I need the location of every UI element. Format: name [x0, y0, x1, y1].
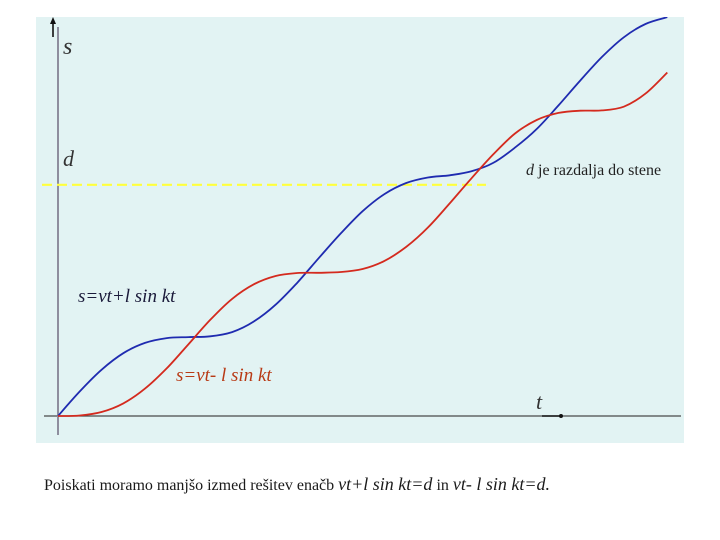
plot-area: [42, 17, 681, 435]
s-axis-label: s: [63, 34, 73, 60]
d-note-text: je razdalja do stene: [534, 162, 662, 179]
caption-prefix: Poiskati moramo manjšo izmed rešitev ena…: [44, 477, 339, 494]
d-note-var: d: [526, 162, 534, 179]
d-note: d je razdalja do stene: [526, 162, 661, 180]
t-axis-label: t: [536, 389, 543, 414]
red-curve-label: s=vt- l sin kt: [176, 365, 272, 386]
t-axis-arrowhead: [559, 414, 563, 418]
series-line-plus: [57, 17, 668, 417]
caption: Poiskati moramo manjšo izmed rešitev ena…: [44, 474, 550, 495]
plot-panel: s d d je razdalja do stene s=vt+l sin kt…: [36, 17, 684, 443]
blue-curve-label: s=vt+l sin kt: [78, 286, 176, 307]
caption-eq2: vt- l sin kt=d.: [452, 474, 551, 494]
series-line-minus: [57, 71, 668, 417]
series-layer: [57, 17, 668, 417]
d-label: d: [63, 146, 74, 171]
s-axis-arrowhead: [50, 17, 56, 24]
caption-eq1: vt+l sin kt=d: [338, 474, 433, 494]
caption-mid: in: [432, 477, 453, 494]
